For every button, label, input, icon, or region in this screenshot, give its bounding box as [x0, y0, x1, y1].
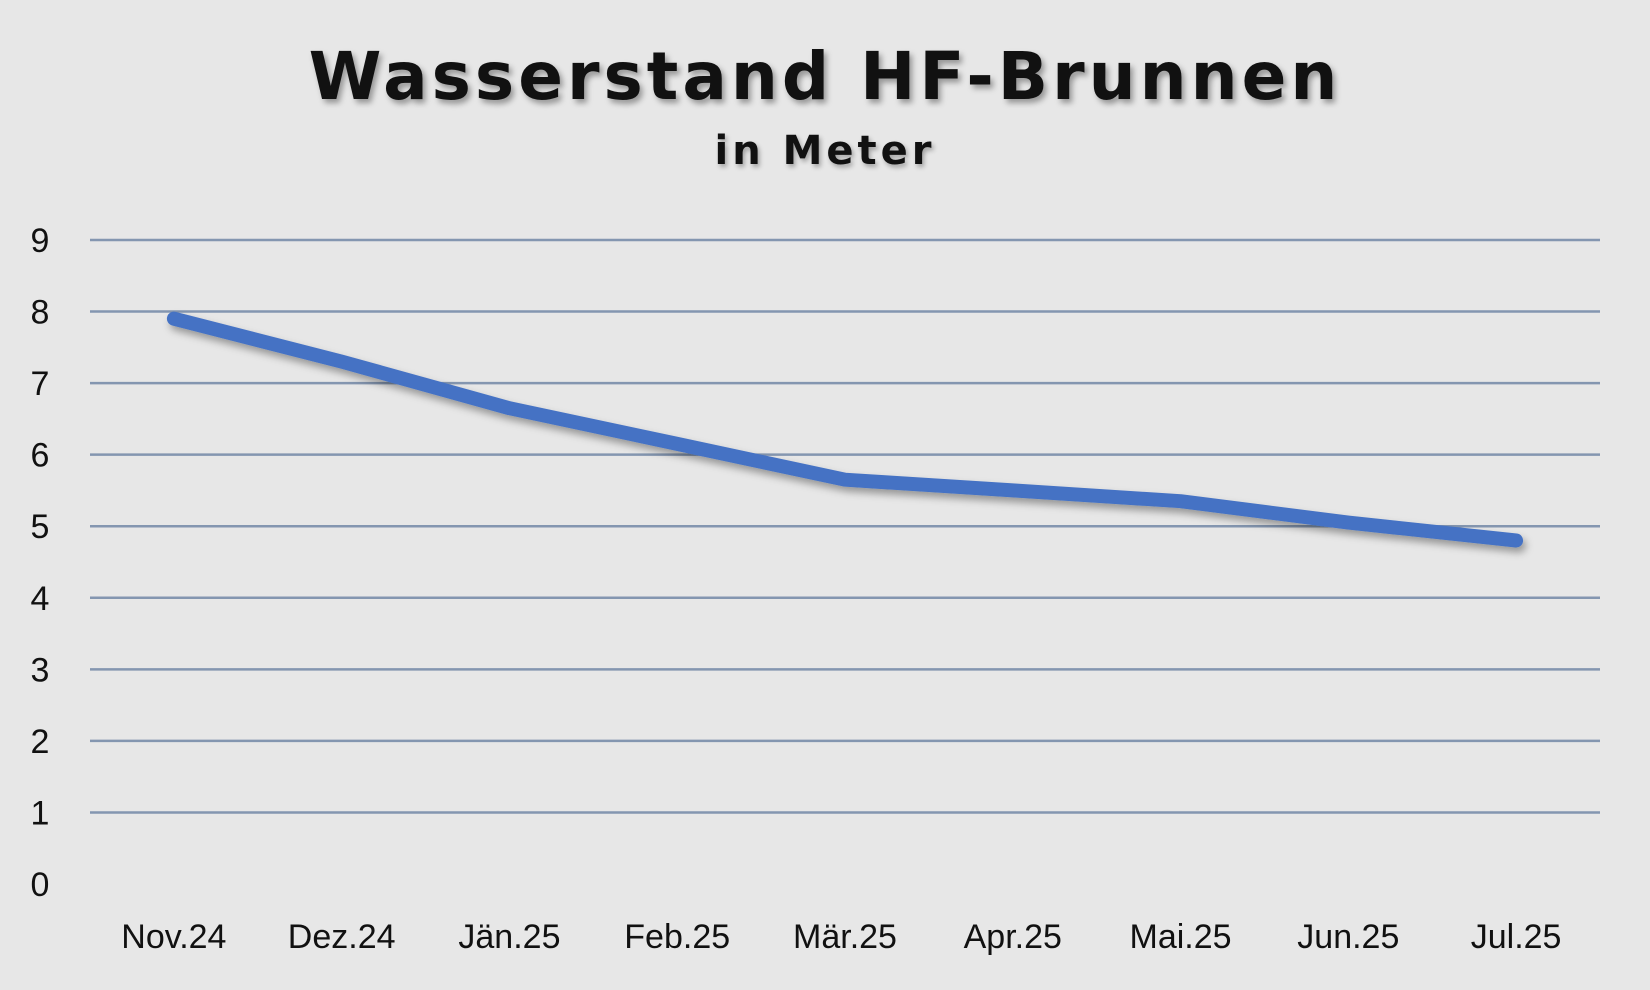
x-tick-label: Mai.25 — [1130, 918, 1232, 956]
y-tick-label: 3 — [31, 651, 50, 689]
x-tick-label: Dez.24 — [288, 918, 396, 956]
y-tick-label: 1 — [31, 794, 50, 832]
chart-subtitle: in Meter — [714, 128, 936, 174]
series-line — [166, 311, 1524, 548]
y-tick-label: 7 — [31, 365, 50, 403]
y-tick-label: 5 — [31, 508, 50, 546]
y-tick-label: 2 — [31, 723, 50, 761]
x-tick-label: Feb.25 — [624, 918, 730, 956]
chart-title: Wasserstand HF-Brunnen — [308, 38, 1342, 115]
x-tick-label: Mär.25 — [793, 918, 897, 956]
y-tick-label: 9 — [31, 222, 50, 260]
y-tick-label: 4 — [31, 580, 50, 618]
x-tick-label: Jän.25 — [458, 918, 560, 956]
x-tick-label: Jun.25 — [1297, 918, 1399, 956]
x-tick-label: Nov.24 — [121, 918, 226, 956]
y-tick-label: 6 — [31, 437, 50, 475]
y-tick-label: 0 — [31, 866, 50, 904]
x-tick-label: Jul.25 — [1471, 918, 1562, 956]
x-tick-label: Apr.25 — [964, 918, 1062, 956]
y-tick-label: 8 — [31, 294, 50, 332]
